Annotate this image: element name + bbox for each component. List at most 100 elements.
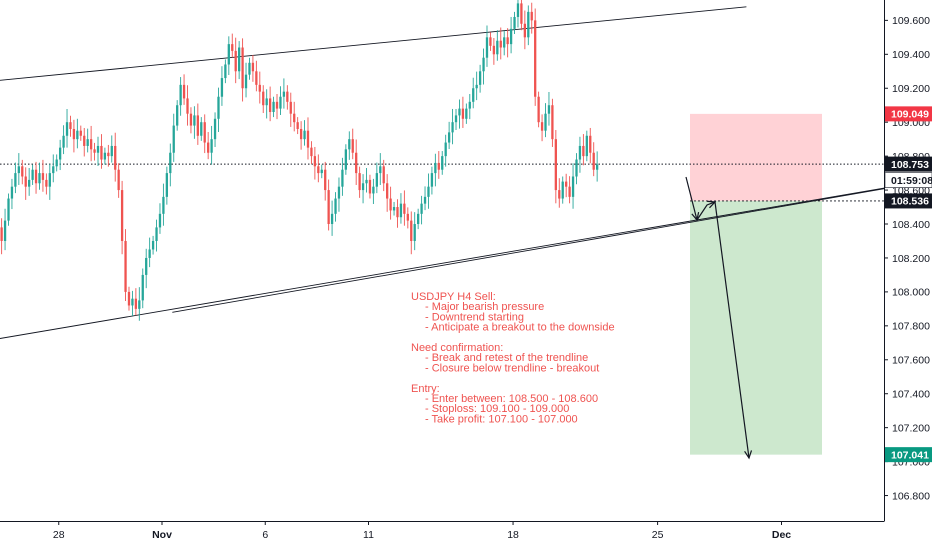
candle-body (24, 176, 27, 187)
candle (478, 64, 482, 93)
candle (296, 117, 299, 135)
candle (72, 119, 76, 153)
candle (306, 117, 310, 160)
candle (382, 159, 385, 192)
candle (565, 173, 568, 198)
candle-body (96, 145, 100, 153)
candle (3, 208, 7, 251)
candle-body (420, 203, 423, 214)
candle-body (561, 181, 564, 199)
candle (499, 27, 502, 60)
candle-body (447, 132, 451, 143)
candle-body (299, 128, 303, 140)
candle-body (258, 84, 261, 92)
time-tick-label: Dec (772, 529, 791, 541)
candle (399, 193, 403, 224)
projection-path[interactable] (685, 176, 750, 459)
candle-body (89, 139, 93, 150)
candle-body (255, 71, 258, 85)
time-axis[interactable] (0, 521, 932, 550)
candle-body (127, 291, 131, 306)
candle-body (151, 240, 155, 250)
entry-price-badge-bg (885, 193, 932, 209)
candle-body (461, 108, 465, 119)
candle-body (348, 139, 351, 150)
trendline-3[interactable] (172, 184, 906, 313)
candle (172, 113, 175, 162)
candle (31, 164, 34, 185)
candle-body (186, 98, 189, 114)
price-tick-label: 108.000 (892, 287, 930, 299)
take-profit-zone[interactable] (690, 200, 822, 455)
candle (165, 166, 169, 205)
candle-body (492, 45, 496, 55)
candle-body (496, 40, 499, 55)
candle (303, 120, 306, 146)
candle (275, 94, 279, 120)
candle-body (540, 122, 544, 131)
candle (420, 195, 423, 225)
candle (437, 151, 440, 179)
candle-body (210, 139, 213, 153)
candle (592, 142, 595, 177)
arrowhead-bounce-icon (706, 200, 717, 209)
candle (595, 151, 599, 182)
candle (45, 173, 48, 195)
candle (554, 129, 557, 204)
trendline-2[interactable] (0, 168, 932, 411)
candle-body (69, 122, 72, 129)
candle (83, 127, 86, 157)
candle (182, 74, 186, 105)
candle-body (148, 249, 151, 258)
candle-body (520, 3, 523, 24)
candle (213, 112, 217, 147)
candle (131, 290, 134, 316)
candle-body (372, 186, 375, 194)
candle (220, 66, 224, 106)
candle (103, 147, 107, 165)
candle (231, 33, 234, 58)
time-tick-label: 25 (652, 529, 664, 541)
stop-loss-zone[interactable] (690, 113, 822, 201)
candle (351, 128, 354, 160)
candle (520, 0, 523, 31)
candle-body (403, 203, 406, 214)
candle (224, 59, 227, 84)
candle-body (544, 113, 547, 131)
trendline-1[interactable] (0, 6, 747, 122)
arrowhead-retest-icon (691, 212, 700, 222)
candle (79, 125, 82, 141)
candle-body (203, 122, 206, 143)
candle (540, 114, 544, 142)
candle (55, 154, 58, 172)
analysis-note[interactable]: USDJPY H4 Sell: - Major bearish pressure -… (411, 291, 615, 425)
candle (489, 32, 492, 51)
candle-body (93, 149, 96, 153)
candle (14, 162, 17, 194)
candle-body (262, 91, 265, 106)
candle-body (351, 139, 354, 153)
candle-body (382, 166, 385, 184)
candle (34, 161, 38, 194)
candle (320, 164, 323, 179)
candle (10, 178, 14, 210)
candle-body (413, 224, 416, 241)
candle (28, 168, 31, 196)
price-tick-label: 108.400 (892, 219, 930, 231)
candle-body (430, 173, 434, 187)
candle (7, 193, 10, 226)
analysis-note-line: - Take profit: 107.100 - 107.000 (425, 413, 578, 425)
candle-body (475, 84, 478, 89)
candle-body (499, 40, 502, 48)
candle (151, 235, 155, 255)
candle-body (52, 166, 55, 174)
time-tick-label: 6 (262, 529, 268, 541)
time-tick-label: 28 (53, 529, 65, 541)
candle-body (341, 169, 344, 187)
candle (282, 78, 286, 109)
candle-body (551, 105, 554, 140)
candle (317, 154, 320, 183)
stop-price-badge-bg (885, 106, 932, 122)
